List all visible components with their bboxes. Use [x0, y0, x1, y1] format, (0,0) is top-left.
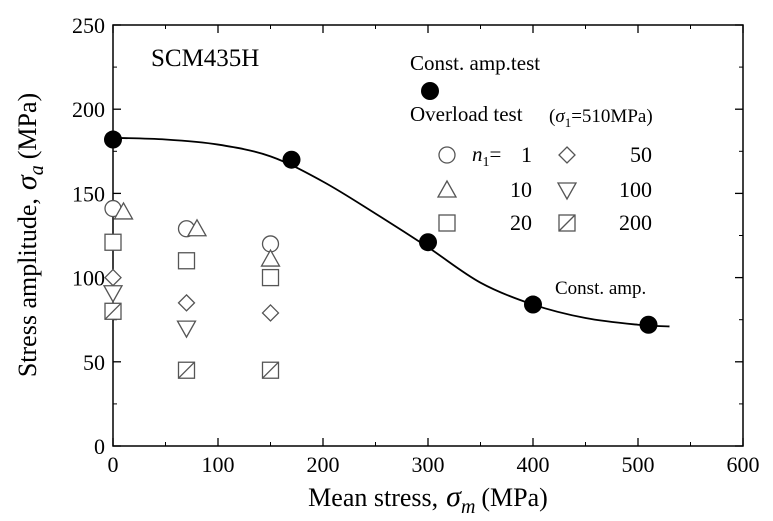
data-point-triangle — [113, 201, 134, 220]
x-axis-label-sub: m — [461, 496, 475, 518]
x-axis-label-unit: (MPa) — [481, 483, 547, 512]
y-tick-label: 200 — [72, 97, 105, 122]
data-point-diamond — [104, 268, 122, 287]
legend-n-sub: 1 — [483, 155, 490, 170]
x-tick-label: 500 — [622, 452, 655, 477]
data-point-filled-circle — [104, 130, 122, 149]
x-axis-label-prefix: Mean stress, — [308, 483, 438, 512]
legend-marker-triangle — [436, 179, 458, 198]
data-point-square — [177, 252, 196, 270]
legend-marker-circle — [438, 146, 456, 164]
data-point-square-hatched — [104, 302, 122, 320]
data-point-filled-circle — [639, 315, 658, 334]
y-tick-label: 0 — [94, 434, 105, 459]
legend-label: 10 — [510, 177, 532, 202]
data-point-triangle-down — [176, 320, 197, 339]
x-tick-label: 400 — [517, 452, 550, 477]
legend-const-marker — [421, 82, 439, 100]
y-axis-label-symbol: σ — [10, 174, 43, 190]
legend-label: 100 — [619, 177, 652, 202]
curve-label: Const. amp. — [555, 278, 646, 299]
y-axis-label-unit: (MPa) — [13, 93, 42, 159]
legend-n-eq: = — [490, 142, 502, 166]
data-point-filled-circle — [282, 150, 301, 169]
legend-marker-square — [438, 214, 456, 232]
legend-sigma-note: (σ1=510MPa) — [549, 106, 653, 130]
y-axis-label-sub: a — [26, 165, 48, 175]
data-point-square-hatched — [261, 361, 280, 379]
y-tick-label: 150 — [72, 181, 105, 206]
x-tick-label: 300 — [412, 452, 445, 477]
data-point-triangle — [186, 218, 208, 237]
legend-sigma-open: ( — [549, 106, 555, 127]
data-point-square-hatched — [177, 361, 196, 379]
legend-marker-diamond — [558, 146, 576, 164]
data-point-triangle-down — [102, 285, 124, 304]
legend-label: 200 — [619, 210, 652, 235]
legend-label: 1 — [521, 142, 532, 167]
legend-sigma-rest: =510MPa) — [571, 106, 652, 127]
data-point-diamond — [261, 304, 280, 322]
y-tick-label: 50 — [83, 350, 105, 375]
legend-marker-square-hatched — [558, 214, 576, 232]
legend-overload-title: Overload test — [410, 102, 523, 126]
data-point-square — [104, 233, 122, 251]
data-point-triangle — [260, 248, 281, 267]
legend-const-title: Const. amp.test — [410, 51, 540, 75]
y-tick-label: 250 — [72, 13, 105, 38]
fit-curve — [112, 136, 670, 328]
data-point-filled-circle — [524, 295, 542, 314]
data-point-diamond — [177, 293, 196, 312]
data-point-square-hatched-hatch — [104, 302, 122, 320]
y-axis-label-prefix: Stress amplitude, — [13, 198, 42, 377]
data-point-square-hatched-hatch — [262, 361, 279, 379]
legend-n-symbol: n — [472, 142, 483, 166]
data-point-square — [261, 268, 280, 287]
y-tick-label: 100 — [72, 266, 105, 291]
x-tick-label: 100 — [202, 452, 235, 477]
legend-marker-square-hatched-hatch — [558, 214, 576, 232]
legend-sigma-sub: 1 — [565, 115, 572, 130]
legend-sigma-symbol: σ — [555, 106, 565, 127]
data-markers — [102, 130, 658, 379]
legend-label: 20 — [510, 210, 532, 235]
x-axis-label: Mean stress, σm (MPa) — [308, 480, 548, 518]
x-tick-label: 0 — [108, 452, 119, 477]
legend-marker-triangle-down — [556, 182, 578, 201]
y-axis-label: Stress amplitude, σa (MPa) — [10, 93, 48, 377]
x-tick-label: 200 — [307, 452, 340, 477]
legend-label: 50 — [630, 142, 652, 167]
legend-n-label: n1= — [472, 142, 501, 170]
legend-items: 1 10 20 50 100 200 — [436, 142, 652, 235]
x-axis-label-symbol: σ — [446, 480, 462, 513]
data-point-square-hatched-hatch — [178, 361, 195, 379]
x-tick-label: 600 — [727, 452, 760, 477]
data-point-filled-circle — [419, 233, 437, 252]
specimen-label: SCM435H — [151, 45, 259, 72]
